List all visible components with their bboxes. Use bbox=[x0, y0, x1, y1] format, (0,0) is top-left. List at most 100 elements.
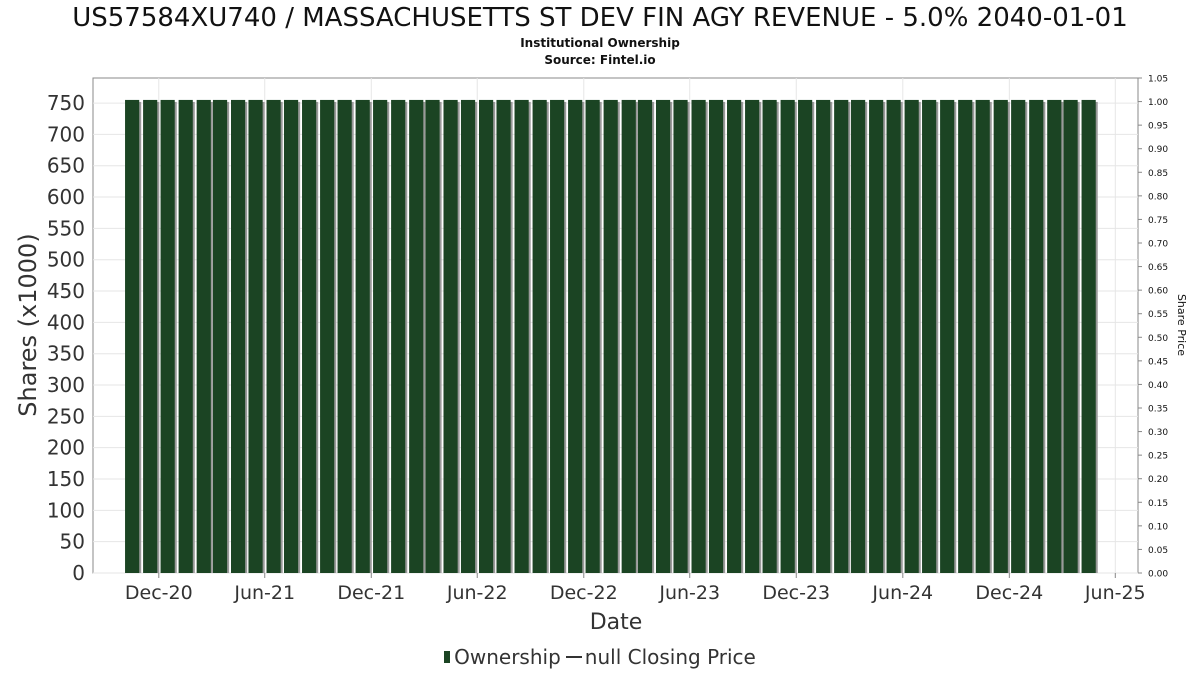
y-tick-label: 100 bbox=[47, 498, 85, 522]
y2-tick-label: 0.30 bbox=[1148, 428, 1168, 438]
chart-title: US57584XU740 / MASSACHUSETTS ST DEV FIN … bbox=[72, 3, 1128, 33]
x-tick-label: Dec-21 bbox=[337, 582, 405, 604]
y2-axis-title: Share Price bbox=[1175, 294, 1188, 356]
ownership-bar bbox=[532, 99, 547, 573]
ownership-bar bbox=[425, 99, 440, 573]
y2-tick-label: 0.95 bbox=[1148, 122, 1168, 132]
ownership-bar bbox=[691, 99, 706, 573]
y2-tick-label: 0.65 bbox=[1148, 263, 1168, 273]
price-legend-label: null Closing Price bbox=[584, 645, 756, 669]
y-tick-label: 50 bbox=[60, 530, 85, 554]
ownership-bar bbox=[160, 99, 175, 573]
ownership-bar bbox=[886, 99, 901, 573]
x-tick-label: Jun-23 bbox=[658, 582, 720, 604]
ownership-bar bbox=[637, 99, 653, 573]
ownership-bar bbox=[922, 99, 937, 573]
y2-tick-label: 0.00 bbox=[1148, 570, 1168, 580]
ownership-bar bbox=[993, 99, 1008, 573]
ownership-bar bbox=[816, 99, 831, 573]
ownership-bar bbox=[745, 99, 760, 573]
x-tick-label: Dec-20 bbox=[125, 582, 193, 604]
ownership-bar bbox=[603, 99, 618, 573]
y-tick-label: 350 bbox=[47, 342, 85, 366]
ownership-bar bbox=[869, 99, 884, 573]
ownership-bar bbox=[780, 99, 795, 573]
ownership-bar bbox=[1081, 99, 1096, 573]
y2-tick-label: 0.45 bbox=[1148, 357, 1168, 367]
y-tick-label: 400 bbox=[47, 310, 85, 334]
ownership-bar bbox=[337, 99, 352, 573]
ownership-bar bbox=[1029, 99, 1044, 573]
ownership-bar bbox=[266, 99, 281, 573]
ownership-bar bbox=[1063, 99, 1078, 573]
y-tick-label: 300 bbox=[47, 373, 85, 397]
y-tick-label: 450 bbox=[47, 279, 85, 303]
y2-tick-label: 0.90 bbox=[1148, 145, 1168, 155]
ownership-bar bbox=[550, 99, 565, 573]
y2-tick-label: 0.60 bbox=[1148, 287, 1168, 297]
y2-tick-label: 0.55 bbox=[1148, 310, 1168, 320]
ownership-bar bbox=[302, 99, 317, 573]
ownership-bar bbox=[514, 99, 529, 573]
y2-tick-label: 1.05 bbox=[1148, 75, 1168, 85]
ownership-bar bbox=[851, 99, 866, 573]
x-tick-label: Jun-25 bbox=[1084, 582, 1146, 604]
y-tick-label: 500 bbox=[47, 248, 85, 272]
x-tick-label: Dec-23 bbox=[762, 582, 830, 604]
ownership-bar bbox=[727, 99, 742, 573]
price-legend-line bbox=[565, 656, 582, 658]
legend: Ownership null Closing Price bbox=[0, 645, 1200, 669]
y-tick-label: 750 bbox=[47, 91, 85, 115]
y2-tick-label: 0.40 bbox=[1148, 381, 1168, 391]
chart-subtitle: Institutional Ownership bbox=[520, 36, 680, 50]
y2-tick-label: 0.80 bbox=[1148, 192, 1168, 202]
ownership-bar bbox=[762, 99, 777, 573]
ownership-bar bbox=[798, 99, 813, 573]
ownership-bar bbox=[212, 99, 228, 573]
ownership-bar bbox=[248, 99, 263, 573]
ownership-bar bbox=[655, 99, 671, 573]
ownership-bar bbox=[673, 99, 688, 573]
y-tick-label: 250 bbox=[47, 404, 85, 428]
ownership-bar bbox=[443, 99, 458, 573]
ownership-bar bbox=[975, 99, 990, 573]
y2-tick-label: 0.70 bbox=[1148, 240, 1168, 250]
y-tick-label: 650 bbox=[47, 154, 85, 178]
ownership-bar bbox=[1011, 99, 1026, 573]
y-tick-label: 700 bbox=[47, 122, 85, 146]
y2-tick-label: 0.10 bbox=[1148, 522, 1168, 532]
x-tick-label: Jun-24 bbox=[871, 582, 933, 604]
y2-tick-label: 0.15 bbox=[1148, 499, 1168, 509]
y-tick-label: 200 bbox=[47, 436, 85, 460]
ownership-bar bbox=[708, 99, 724, 573]
ownership-bar bbox=[621, 99, 636, 573]
y-tick-label: 0 bbox=[72, 561, 85, 585]
x-tick-label: Dec-22 bbox=[550, 582, 618, 604]
ownership-bar bbox=[320, 99, 335, 573]
y-axis-title: Shares (x1000) bbox=[14, 233, 42, 416]
ownership-bar bbox=[1047, 99, 1062, 573]
ownership-bar bbox=[373, 99, 388, 573]
y-tick-label: 150 bbox=[47, 467, 85, 491]
ownership-bar bbox=[178, 99, 193, 573]
ownership-legend-label: Ownership bbox=[454, 645, 561, 669]
ownership-bar bbox=[391, 99, 406, 573]
ownership-bar bbox=[283, 99, 299, 573]
ownership-bar bbox=[568, 99, 583, 573]
y2-tick-label: 0.25 bbox=[1148, 452, 1168, 462]
ownership-bar bbox=[409, 99, 424, 573]
ownership-bar bbox=[958, 99, 973, 573]
x-tick-label: Dec-24 bbox=[975, 582, 1043, 604]
ownership-bar bbox=[834, 99, 849, 573]
y-tick-label: 550 bbox=[47, 216, 85, 240]
y-tick-label: 600 bbox=[47, 185, 85, 209]
ownership-bar bbox=[904, 99, 919, 573]
y2-tick-label: 0.85 bbox=[1148, 169, 1168, 179]
y2-tick-label: 0.20 bbox=[1148, 475, 1168, 485]
ownership-bar bbox=[355, 99, 370, 573]
ownership-bar bbox=[479, 99, 494, 573]
y2-tick-label: 0.50 bbox=[1148, 334, 1168, 344]
ownership-legend-swatch bbox=[444, 651, 451, 663]
y2-tick-label: 0.35 bbox=[1148, 405, 1168, 415]
